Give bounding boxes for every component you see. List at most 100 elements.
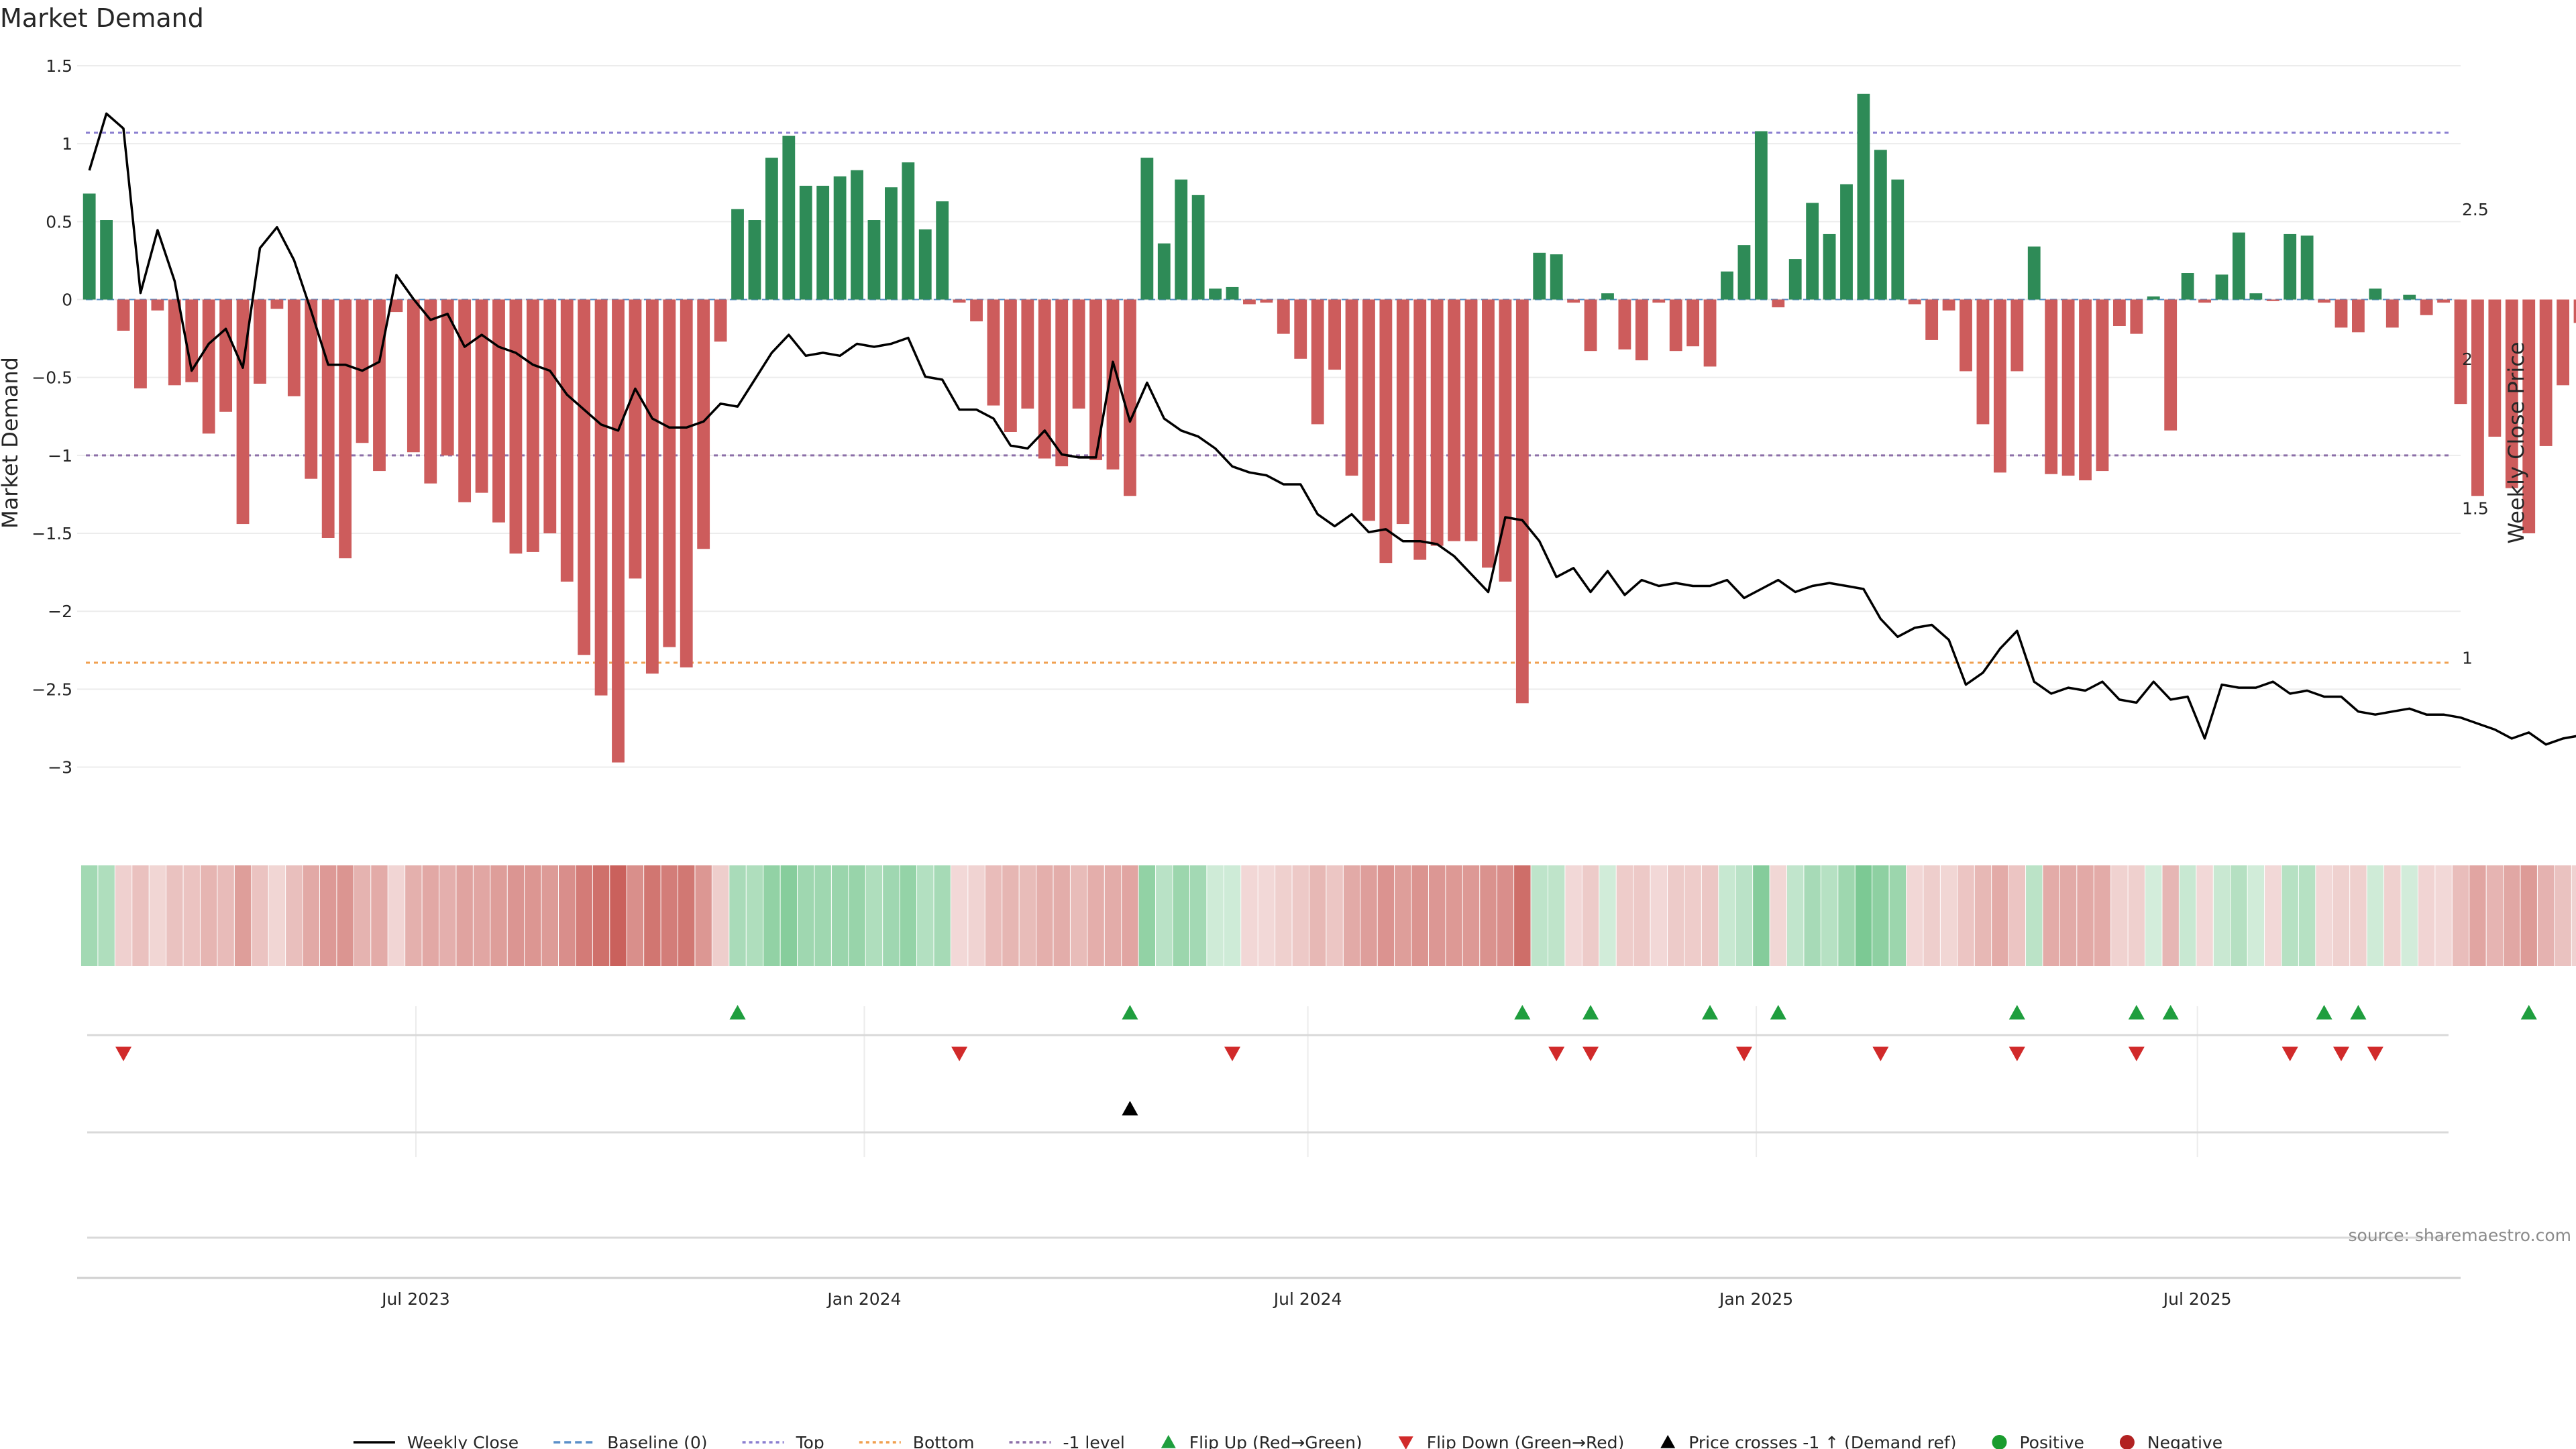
price-cross-marker xyxy=(1122,1101,1138,1116)
heat-cell xyxy=(1480,865,1497,966)
demand-bar xyxy=(816,185,830,300)
flip-up-marker xyxy=(1770,1005,1786,1020)
demand-bar xyxy=(1191,195,1205,300)
y-tick-label: −0.5 xyxy=(32,368,72,388)
demand-bar xyxy=(884,187,898,300)
heat-cell xyxy=(2145,865,2162,966)
heat-cell xyxy=(1667,865,1684,966)
heat-cell xyxy=(234,865,252,966)
legend-item: Weekly Close xyxy=(353,1433,519,1449)
y-tick-label: −2 xyxy=(48,602,72,621)
flip-up-marker xyxy=(1122,1005,1138,1020)
heat-cell xyxy=(286,865,303,966)
demand-bar xyxy=(1499,299,1512,582)
source-note: source: sharemaestro.com xyxy=(2349,1226,2572,1245)
demand-bar xyxy=(1226,286,1239,300)
demand-bar xyxy=(1874,150,1887,300)
demand-heat-strip xyxy=(80,865,2576,966)
demand-bar xyxy=(2079,299,2092,481)
heat-cell xyxy=(849,865,865,966)
demand-bar xyxy=(1737,245,1751,300)
heat-cell xyxy=(1053,865,1070,966)
heat-cell xyxy=(2504,865,2520,966)
y-tick-label: 0.5 xyxy=(46,212,72,231)
x-tick-label: Jul 2023 xyxy=(380,1289,450,1309)
heat-cell xyxy=(2555,865,2571,966)
legend-label: Flip Up (Red→Green) xyxy=(1189,1433,1362,1449)
y-axis-label: Market Demand xyxy=(0,357,23,529)
heat-cell xyxy=(2026,865,2043,966)
heat-cell xyxy=(2128,865,2145,966)
flip-up-marker xyxy=(2008,1005,2025,1020)
heat-cell xyxy=(1002,865,1019,966)
legend-swatch xyxy=(1992,1435,2007,1449)
demand-bar xyxy=(1464,299,1478,541)
heat-cell xyxy=(865,865,883,966)
legend-item: Top xyxy=(742,1433,824,1449)
demand-bar xyxy=(321,299,335,538)
heat-cell xyxy=(1565,865,1582,966)
heat-cell xyxy=(1735,865,1753,966)
heat-cell xyxy=(1156,865,1173,966)
heat-cell xyxy=(525,865,541,966)
demand-bar xyxy=(2215,274,2229,300)
demand-bar xyxy=(1515,299,1529,704)
demand-bar xyxy=(1840,184,1853,300)
y2-tick-label: 1 xyxy=(2462,649,2473,668)
heat-cell xyxy=(934,865,951,966)
heat-cell xyxy=(1531,865,1548,966)
demand-bar xyxy=(287,299,301,396)
x-tick-label: Jul 2025 xyxy=(2162,1289,2232,1309)
heat-cell xyxy=(439,865,456,966)
demand-bar xyxy=(1345,299,1358,476)
heat-cell xyxy=(1036,865,1053,966)
legend-swatch xyxy=(1660,1435,1676,1448)
heat-cell xyxy=(2384,865,2401,966)
heat-cell xyxy=(1514,865,1531,966)
demand-bar xyxy=(2385,299,2399,328)
heat-cell xyxy=(303,865,319,966)
y-tick-label: −2.5 xyxy=(32,680,72,699)
demand-bar xyxy=(902,162,915,300)
demand-bar xyxy=(1857,93,1870,300)
heat-cell xyxy=(695,865,712,966)
demand-bar xyxy=(2198,299,2211,303)
flip-down-marker xyxy=(115,1046,132,1061)
heat-cell xyxy=(883,865,900,966)
legend-item: Price crosses -1 ↑ (Demand ref) xyxy=(1660,1433,1956,1449)
heat-cell xyxy=(1070,865,1087,966)
flip-down-marker xyxy=(1735,1046,1752,1061)
y2-tick-label: 2 xyxy=(2462,350,2473,369)
heat-cell xyxy=(712,865,729,966)
flip-up-marker xyxy=(2520,1005,2537,1020)
demand-bar xyxy=(2488,299,2502,437)
legend-item: Baseline (0) xyxy=(553,1433,708,1449)
heat-cell xyxy=(1753,865,1770,966)
demand-bar xyxy=(509,299,523,554)
demand-bar xyxy=(185,299,199,382)
demand-bar xyxy=(168,299,181,386)
demand-bar xyxy=(663,299,676,647)
demand-bar xyxy=(2112,299,2126,327)
heat-cell xyxy=(2059,865,2077,966)
heat-cell xyxy=(98,865,115,966)
demand-bar xyxy=(492,299,505,523)
heat-cell xyxy=(1616,865,1633,966)
heat-cell xyxy=(217,865,234,966)
heat-cell xyxy=(1309,865,1326,966)
heat-cell xyxy=(1395,865,1411,966)
y-tick-label: 1.5 xyxy=(46,56,72,76)
heat-cell xyxy=(1326,865,1343,966)
legend-label: Price crosses -1 ↑ (Demand ref) xyxy=(1688,1433,1956,1449)
y2-tick-label: 2.5 xyxy=(2462,200,2489,219)
heat-cell xyxy=(456,865,473,966)
heat-cell xyxy=(831,865,849,966)
demand-bar xyxy=(1260,299,1273,303)
heat-cell xyxy=(1019,865,1036,966)
demand-bar xyxy=(2454,299,2467,405)
demand-bar xyxy=(2539,299,2553,446)
demand-bar xyxy=(134,299,147,388)
heat-cell xyxy=(661,865,678,966)
demand-bar xyxy=(2130,299,2143,334)
demand-bar xyxy=(407,299,420,453)
